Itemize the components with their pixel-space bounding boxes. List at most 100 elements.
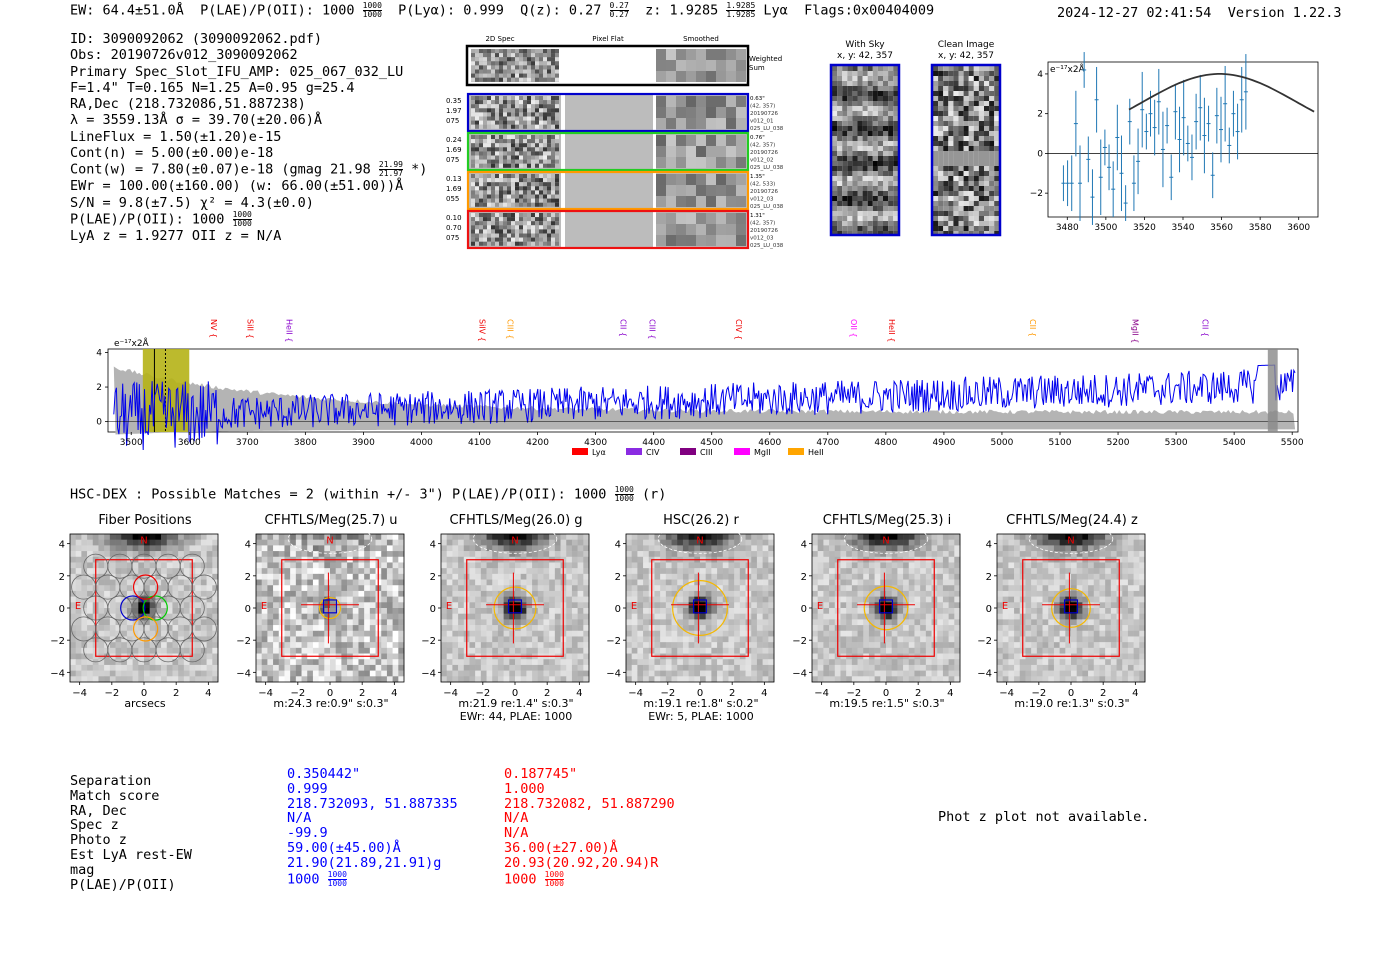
cutout-pixel [441, 642, 447, 649]
noise-pixel [495, 112, 499, 117]
clean-pixel [994, 201, 1000, 206]
cutout-pixel [109, 664, 116, 671]
row-right-label: v012_03 [750, 236, 774, 242]
cutout-pixel [75, 585, 82, 592]
cutout-pixel [335, 545, 342, 552]
cutout-pixel [212, 653, 219, 660]
sky-pixel [847, 186, 853, 191]
cutout-pixel [172, 579, 179, 586]
noise-pixel [527, 108, 531, 113]
sky-pixel [862, 201, 868, 206]
sky-pixel [877, 196, 883, 201]
noise-pixel [519, 139, 523, 144]
clean-pixel [968, 66, 974, 71]
row-left-label: 075 [446, 234, 459, 242]
cutout-pixel [458, 636, 465, 643]
cutout-pixel [295, 545, 302, 552]
cutout-pixel [452, 659, 459, 666]
noise-pixel [535, 155, 539, 160]
cutout-pixel [554, 636, 561, 643]
cutout-pixel [212, 647, 219, 654]
cutout-pixel [155, 630, 162, 637]
cutout-pixel [549, 602, 556, 609]
cutout-pixel [307, 602, 314, 609]
cutout-pixel [369, 568, 376, 575]
cutout-pixel [554, 596, 561, 603]
cutout-pixel [87, 613, 94, 620]
cutout-pixel [452, 613, 459, 620]
cutout-pixel [132, 659, 139, 666]
cutout-pixel [132, 585, 139, 592]
noise-pixel [503, 198, 507, 203]
noise-pixel [527, 65, 531, 70]
row-left-label: 055 [446, 195, 459, 203]
clean-pixel [968, 121, 974, 126]
cutout-pixel [358, 551, 365, 558]
cutout-pixel [751, 670, 758, 677]
cutout-pixel [543, 636, 550, 643]
cutout-pixel [452, 590, 459, 597]
cutout-pixel [756, 579, 763, 586]
cutout-pixel [341, 545, 348, 552]
cutout-pixel [711, 642, 718, 649]
cutout-pixel [486, 676, 493, 683]
header-line: EW: 64.4±51.0Å P(LAE)/P(OII): 1000 1000 1… [70, 2, 934, 19]
noise-pixel [499, 108, 503, 113]
sky-pixel [857, 121, 863, 126]
noise-pixel [539, 202, 543, 207]
cutout-pixel [751, 590, 758, 597]
noise-pixel [535, 190, 539, 195]
cutout-pixel [144, 642, 150, 649]
noise-pixel [491, 96, 495, 101]
cutout-pixel [526, 579, 533, 586]
cutout-pixel [70, 642, 76, 649]
noise-pixel [523, 190, 527, 195]
cutout-pixel [688, 613, 695, 620]
clean-pixel [948, 146, 954, 151]
noise-pixel [499, 100, 503, 105]
cutout-pixel [132, 602, 139, 609]
noise-pixel [495, 155, 499, 160]
cutout-pixel [554, 545, 561, 552]
cutout-pixel [318, 534, 325, 540]
cutout-pixel [212, 556, 219, 563]
cutout-pixel [126, 625, 133, 632]
noise-pixel [527, 213, 531, 218]
noise-pixel [547, 241, 551, 246]
row-left-label: 075 [446, 156, 459, 164]
sky-pixel [867, 181, 873, 186]
cutout-pixel [278, 659, 285, 666]
clean-pixel [943, 156, 949, 161]
noise-pixel [479, 57, 483, 62]
cutout-pixel [335, 630, 342, 637]
cutout-pixel [341, 568, 348, 575]
noise-pixel [543, 182, 547, 187]
cutout-pixel [126, 602, 133, 609]
cutout-pixel [161, 562, 168, 569]
smooth-pixel [696, 146, 706, 157]
cutout-pixel [441, 670, 447, 677]
cutout-pixel [358, 568, 365, 575]
smooth-pixel [666, 135, 676, 146]
noise-pixel [535, 233, 539, 238]
clean-pixel [968, 211, 974, 216]
cutout-pixel [75, 613, 82, 620]
sky-pixel [857, 81, 863, 86]
cutout-pixel [267, 539, 274, 546]
sky-pixel [872, 111, 878, 116]
xtick-label: 4200 [526, 438, 549, 448]
clean-pixel [958, 191, 964, 196]
noise-pixel [483, 73, 487, 78]
cutout-pixel [631, 613, 638, 620]
cutout-pixel [739, 602, 746, 609]
cutout-pixel [398, 630, 405, 637]
cutout-pixel [392, 619, 399, 626]
xtick-label: 4900 [932, 438, 955, 448]
sky-pixel [883, 101, 889, 106]
cutout-pixel [745, 659, 752, 666]
cutout-pixel [166, 539, 173, 546]
cutout-pixel [526, 539, 533, 546]
clean-pixel [953, 166, 959, 171]
cutout-pixel [98, 562, 105, 569]
